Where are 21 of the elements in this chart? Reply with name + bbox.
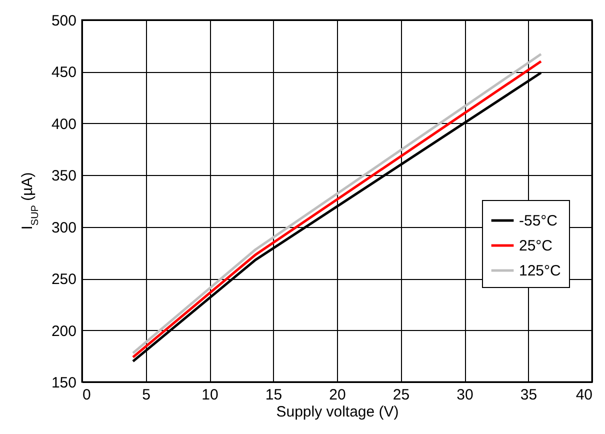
x-tick-label: 5 bbox=[142, 386, 150, 404]
x-tick-label: 25 bbox=[392, 386, 410, 404]
y-tick-label: 500 bbox=[51, 12, 76, 30]
y-tick-label: 300 bbox=[51, 219, 76, 236]
x-tick-label: 15 bbox=[265, 386, 282, 404]
y-tick-label: 400 bbox=[51, 116, 76, 133]
x-tick-label: 35 bbox=[520, 386, 538, 404]
y-tick-label: 200 bbox=[51, 322, 76, 340]
legend-label: 25°C bbox=[519, 238, 553, 254]
y-tick-label: 150 bbox=[51, 374, 76, 392]
x-axis-title: Supply voltage (V) bbox=[276, 404, 399, 420]
x-tick-label: 10 bbox=[202, 386, 218, 404]
x-tick-label: 40 bbox=[576, 386, 592, 404]
y-tick-label: 250 bbox=[51, 271, 76, 288]
x-tick-label: 20 bbox=[329, 386, 346, 404]
y-tick-label: 350 bbox=[51, 168, 76, 185]
x-tick-label: 30 bbox=[456, 386, 474, 404]
x-tick-label: 0 bbox=[82, 386, 91, 404]
legend-label: 125°C bbox=[519, 262, 562, 280]
legend-label: -55°C bbox=[519, 212, 558, 230]
y-tick-label: 450 bbox=[51, 64, 76, 82]
